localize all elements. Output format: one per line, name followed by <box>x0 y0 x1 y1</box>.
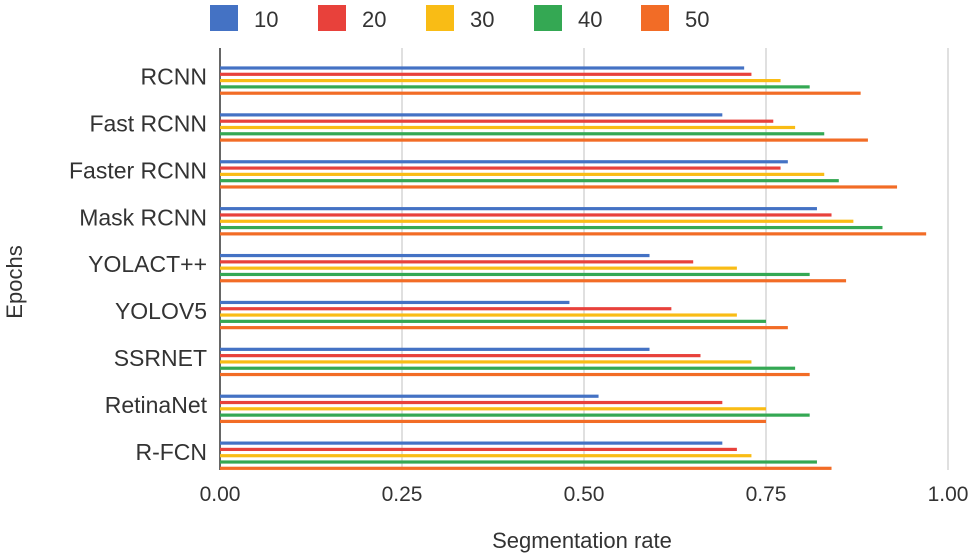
bar <box>220 360 752 364</box>
bar <box>220 407 766 411</box>
legend-label: 10 <box>254 7 278 32</box>
bars <box>220 66 927 470</box>
bar <box>220 326 788 330</box>
category-label: R-FCN <box>135 439 207 465</box>
legend-swatch <box>210 5 238 31</box>
bar <box>220 354 701 358</box>
bar <box>220 179 839 183</box>
bar <box>220 319 766 323</box>
bar <box>220 85 810 89</box>
bar <box>220 253 650 258</box>
bar <box>220 119 774 123</box>
bar <box>220 232 927 236</box>
bar <box>220 272 810 277</box>
bar <box>220 125 796 130</box>
bar <box>220 300 570 305</box>
legend-swatch <box>426 5 454 31</box>
bar <box>220 366 796 370</box>
legend-swatch <box>641 5 669 31</box>
bar <box>220 160 788 164</box>
category-labels: RCNN Fast RCNN Faster RCNN Mask RCNN YOLACT+… <box>69 64 208 465</box>
bar <box>220 66 745 70</box>
legend: 10 20 30 40 50 <box>210 5 709 32</box>
bar <box>220 260 694 264</box>
bar <box>220 219 854 223</box>
bar <box>220 394 599 398</box>
bar <box>220 213 832 217</box>
bar <box>220 72 752 76</box>
bar <box>220 79 781 83</box>
bar <box>220 419 766 424</box>
x-tick-label: 1.00 <box>928 483 969 506</box>
category-label: YOLOV5 <box>115 298 207 324</box>
x-tick-label: 0.50 <box>564 483 605 506</box>
bar <box>220 347 650 351</box>
bar <box>220 307 672 311</box>
category-label: Fast RCNN <box>89 111 207 137</box>
legend-label: 50 <box>685 7 709 32</box>
category-label: RCNN <box>141 64 207 90</box>
category-label: Faster RCNN <box>69 157 207 183</box>
bar <box>220 185 898 189</box>
bar <box>220 207 817 211</box>
bar <box>220 225 883 230</box>
bar <box>220 441 723 445</box>
x-tick-labels: 0.00 0.25 0.50 0.75 1.00 <box>200 483 969 506</box>
legend-label: 40 <box>578 7 602 32</box>
bar <box>220 454 752 458</box>
bar <box>220 413 810 417</box>
legend-swatch <box>534 5 562 31</box>
bar <box>220 266 737 270</box>
bar <box>220 460 817 464</box>
gridlines <box>219 48 949 470</box>
bar <box>220 166 781 170</box>
legend-swatch <box>318 5 346 31</box>
category-label: RetinaNet <box>105 392 208 418</box>
bar <box>220 113 723 117</box>
bar <box>220 400 723 405</box>
x-tick-label: 0.25 <box>382 483 423 506</box>
y-axis-title: Epochs <box>2 245 27 318</box>
bar <box>220 172 825 176</box>
legend-label: 20 <box>362 7 386 32</box>
bar <box>220 447 737 452</box>
bar <box>220 372 810 377</box>
bar <box>220 132 825 136</box>
x-tick-label: 0.75 <box>746 483 787 506</box>
category-label: SSRNET <box>114 345 207 371</box>
bar <box>220 313 737 317</box>
legend-label: 30 <box>470 7 494 32</box>
x-axis-title: Segmentation rate <box>492 528 672 553</box>
bar <box>220 138 868 142</box>
bar <box>220 279 847 283</box>
bar <box>220 91 861 95</box>
x-tick-label: 0.00 <box>200 483 241 506</box>
bar <box>220 466 832 470</box>
category-label: YOLACT++ <box>88 251 207 277</box>
category-label: Mask RCNN <box>79 204 207 230</box>
